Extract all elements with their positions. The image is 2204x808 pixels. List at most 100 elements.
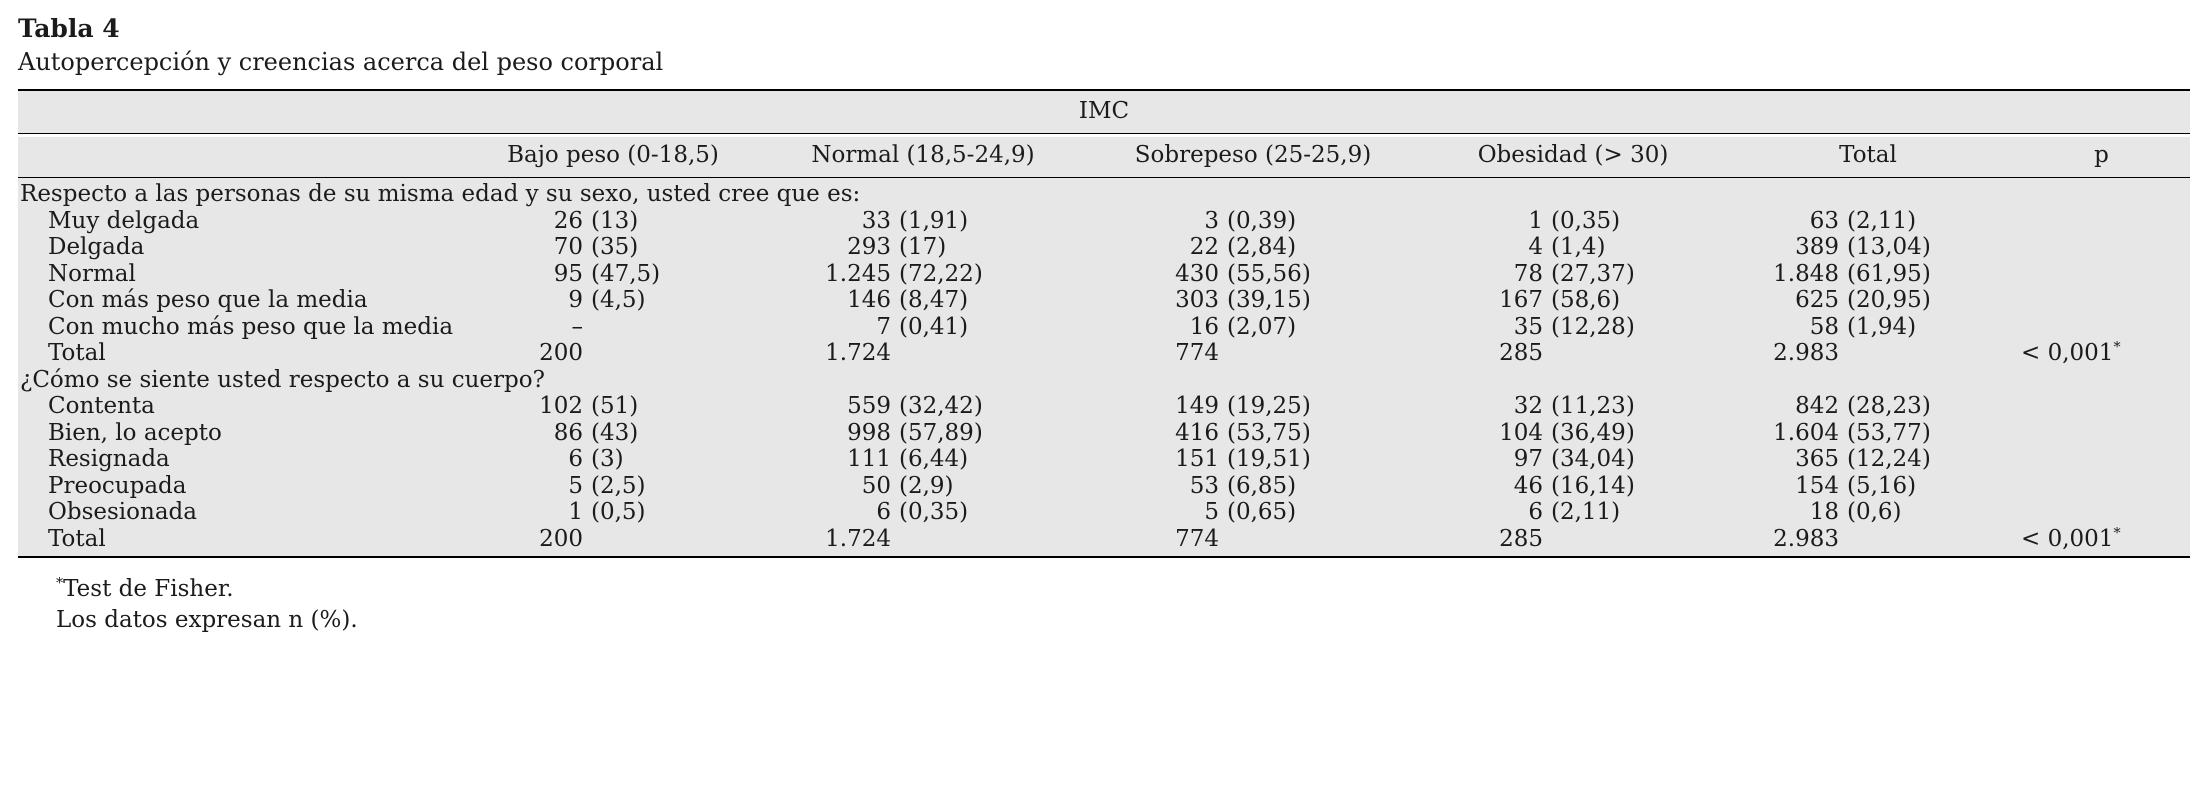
row-label: Delgada: [48, 234, 145, 260]
cell-percent: (2,5): [591, 472, 646, 499]
data-cell: 559 (32,42): [763, 393, 1083, 420]
section-header-row: ¿Cómo se siente usted respecto a su cuer…: [18, 367, 2190, 394]
cell-count: 774: [1175, 525, 1219, 552]
p-value-cell: [2013, 287, 2190, 314]
table-row: Total 200 1.724 774 285 2.983 < 0,001*: [18, 340, 2190, 367]
cell-percent: (13,04): [1847, 234, 1931, 260]
data-cell: 97 (34,04): [1423, 446, 1723, 473]
table-group-header-band: IMC: [18, 89, 2190, 134]
p-value-cell: [2013, 473, 2190, 500]
data-cell: 5 (0,65): [1083, 499, 1423, 526]
p-value-cell: < 0,001*: [2021, 524, 2121, 552]
cell-count: 53: [1189, 472, 1219, 499]
cell-percent: [583, 340, 763, 367]
cell-count: 3: [1204, 207, 1219, 234]
cell-count: 774: [1175, 340, 1219, 366]
cell-count: 1.724: [825, 525, 891, 552]
table-row: Total 200 1.724 774 285 2.983 < 0,001*: [18, 526, 2190, 553]
cell-percent: (19,51): [1227, 446, 1311, 472]
cell-count: 303: [1175, 287, 1219, 313]
row-label: Bien, lo acepto: [48, 419, 222, 446]
cell-count: 18: [1809, 499, 1839, 525]
cell-count: 1: [568, 499, 583, 525]
data-cell: 774: [1083, 340, 1423, 367]
p-value-cell: [2013, 208, 2190, 235]
cell-percent: (0,65): [1227, 499, 1297, 525]
cell-count: 46: [1513, 472, 1543, 499]
cell-count: 22: [1189, 234, 1219, 260]
data-cell: 842 (28,23): [1723, 393, 2013, 420]
cell-count: 35: [1513, 313, 1543, 340]
cell-percent: [1543, 340, 1723, 367]
data-cell: 4 (1,4): [1423, 234, 1723, 261]
cell-count: 998: [847, 419, 891, 446]
cell-percent: (5,16): [1847, 472, 1917, 499]
data-cell: 33 (1,91): [763, 208, 1083, 235]
cell-count: 97: [1513, 446, 1543, 472]
data-cell: 293 (17): [763, 234, 1083, 261]
data-cell: 53 (6,85): [1083, 473, 1423, 500]
cell-percent: (72,22): [899, 260, 983, 287]
cell-count: 63: [1809, 207, 1839, 234]
cell-percent: (11,23): [1551, 393, 1635, 419]
data-cell: 18 (0,6): [1723, 499, 2013, 526]
cell-percent: (34,04): [1551, 446, 1635, 472]
cell-count: 1: [1528, 207, 1543, 234]
cell-count: 416: [1175, 419, 1219, 446]
cell-count: 1.604: [1773, 419, 1839, 446]
cell-count: 5: [1204, 499, 1219, 525]
cell-percent: (36,49): [1551, 419, 1635, 446]
cell-count: 102: [539, 393, 583, 419]
cell-count: 1.245: [825, 260, 891, 287]
data-cell: 2.983: [1723, 340, 2013, 367]
data-cell: 104 (36,49): [1423, 420, 1723, 447]
cell-count: 285: [1499, 340, 1543, 366]
table-body: Respecto a las personas de su misma edad…: [18, 178, 2190, 558]
cell-count: 7: [876, 313, 891, 340]
data-cell: 149 (19,25): [1083, 393, 1423, 420]
p-value-cell: [2013, 314, 2190, 341]
footnote-marker: *: [56, 575, 64, 592]
data-cell: 35 (12,28): [1423, 314, 1723, 341]
cell-percent: (17): [899, 234, 947, 260]
data-cell: 200: [463, 340, 763, 367]
data-cell: 70 (35): [463, 234, 763, 261]
table-row: Normal 95 (47,5) 1.245 (72,22) 430 (55,56) 78 (2…: [18, 261, 2190, 288]
cell-percent: (58,6): [1551, 287, 1621, 313]
cell-count: 58: [1809, 313, 1839, 340]
data-cell: 1.724: [763, 340, 1083, 367]
data-cell: 2.983: [1723, 526, 2013, 553]
cell-percent: [1219, 526, 1423, 553]
data-cell: 1.245 (72,22): [763, 261, 1083, 288]
cell-percent: (2,84): [1227, 234, 1297, 260]
row-label: Contenta: [48, 393, 155, 419]
data-cell: 9 (4,5): [463, 287, 763, 314]
data-cell: 58 (1,94): [1723, 314, 2013, 341]
data-cell: 86 (43): [463, 420, 763, 447]
data-cell: 3 (0,39): [1083, 208, 1423, 235]
footnote: *Test de Fisher.: [56, 575, 234, 602]
cell-percent: (2,9): [899, 472, 954, 499]
data-cell: 6 (2,11): [1423, 499, 1723, 526]
data-cell: 1.848 (61,95): [1723, 261, 2013, 288]
data-cell: 303 (39,15): [1083, 287, 1423, 314]
cell-percent: (12,24): [1847, 446, 1931, 472]
band-divider: [18, 134, 2190, 137]
cell-percent: (20,95): [1847, 287, 1931, 313]
data-cell: 102 (51): [463, 393, 763, 420]
cell-percent: [1839, 340, 2013, 367]
cell-count: 86: [553, 419, 583, 446]
cell-count: 16: [1189, 313, 1219, 340]
data-cell: 111 (6,44): [763, 446, 1083, 473]
data-cell: 998 (57,89): [763, 420, 1083, 447]
cell-percent: (4,5): [591, 287, 646, 313]
cell-percent: (39,15): [1227, 287, 1311, 313]
cell-percent: (28,23): [1847, 393, 1931, 419]
footnotes: *Test de Fisher. Los datos expresan n (%)…: [56, 574, 2188, 636]
footnote: Los datos expresan n (%).: [56, 607, 358, 633]
cell-percent: (1,94): [1847, 313, 1917, 340]
table-row: Contenta 102 (51) 559 (32,42) 149 (19,25) 32 (11…: [18, 393, 2190, 420]
data-cell: 1 (0,5): [463, 499, 763, 526]
cell-percent: (61,95): [1847, 260, 1931, 287]
cell-count: 1.848: [1773, 260, 1839, 287]
